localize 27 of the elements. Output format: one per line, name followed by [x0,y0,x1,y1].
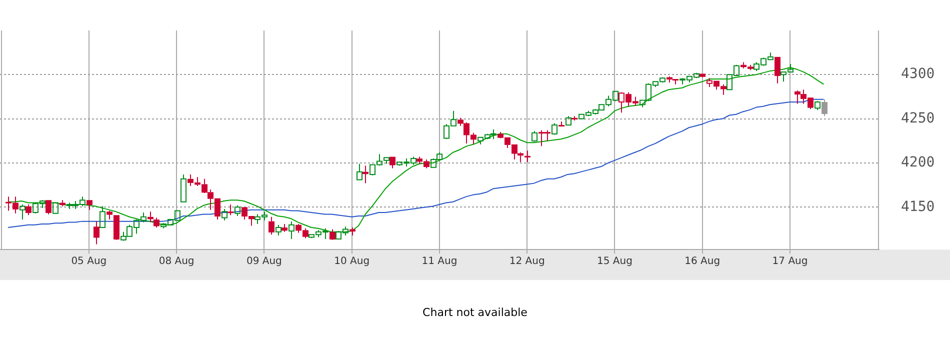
y-tick-label: 4250 [901,110,935,126]
candlestick [20,204,26,220]
y-tick-label: 4200 [901,154,935,171]
candlestick [106,210,112,220]
x-tick-label: 05 Aug [71,256,107,268]
candlestick [356,163,362,180]
x-tick-label: 08 Aug [158,256,194,268]
candlestick [94,220,100,245]
candlestick [288,220,294,240]
candlestick [390,156,396,169]
candlestick [268,216,274,236]
y-tick-label: 4150 [901,198,935,215]
candlestick [86,200,92,210]
x-tick-label: 11 Aug [422,256,458,268]
x-tick-label: 15 Aug [597,256,632,268]
text: Chart not available [422,306,528,319]
candlestick [228,204,234,216]
candlestick [282,223,288,232]
candlestick [524,150,530,163]
x-tick-label: 17 Aug [772,256,808,268]
x-tick-label: 10 Aug [334,256,370,268]
x-tick-label: 09 Aug [246,256,282,268]
candlestick [774,56,780,84]
x-tick-label: 12 Aug [509,256,545,268]
y-tick-label: 4300 [901,66,935,82]
candlestick [558,120,564,126]
x-tick-label: 16 Aug [684,256,720,268]
